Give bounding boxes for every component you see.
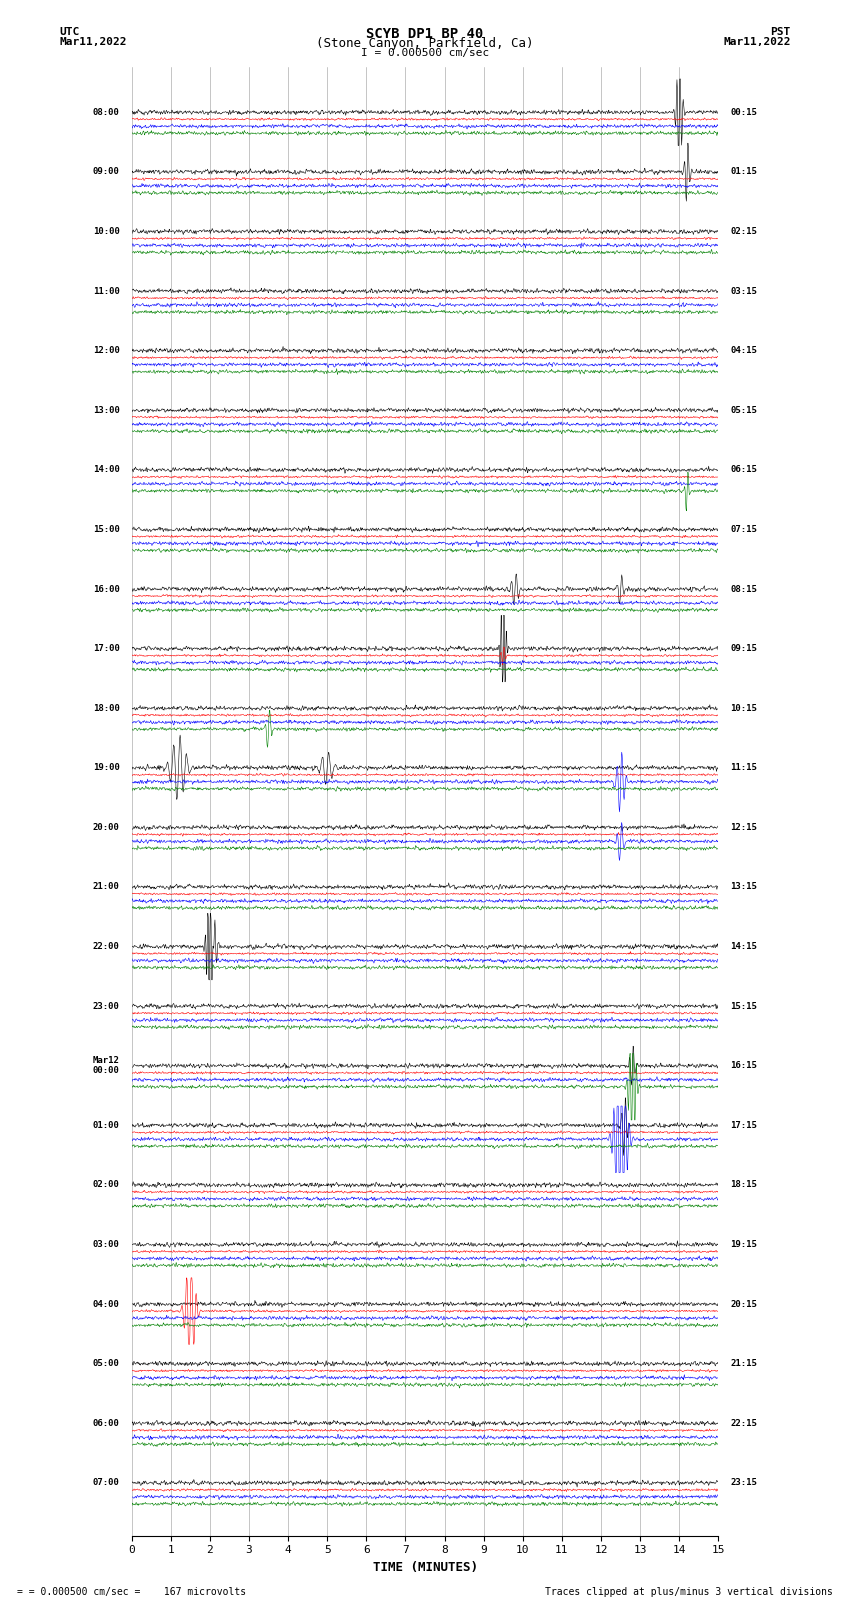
Text: 09:00: 09:00 [93,168,120,176]
Text: Mar11,2022: Mar11,2022 [723,37,791,47]
Text: 09:15: 09:15 [730,644,757,653]
Text: 02:00: 02:00 [93,1181,120,1189]
Text: 21:00: 21:00 [93,882,120,892]
Text: 15:15: 15:15 [730,1002,757,1011]
Text: 18:00: 18:00 [93,703,120,713]
Text: 14:15: 14:15 [730,942,757,952]
Text: 05:00: 05:00 [93,1360,120,1368]
Text: 13:15: 13:15 [730,882,757,892]
Text: 19:00: 19:00 [93,763,120,773]
Text: 22:00: 22:00 [93,942,120,952]
Text: 01:00: 01:00 [93,1121,120,1129]
Text: PST: PST [770,27,790,37]
Text: (Stone Canyon, Parkfield, Ca): (Stone Canyon, Parkfield, Ca) [316,37,534,50]
Text: 20:00: 20:00 [93,823,120,832]
Text: 05:15: 05:15 [730,406,757,415]
X-axis label: TIME (MINUTES): TIME (MINUTES) [372,1561,478,1574]
Text: 04:00: 04:00 [93,1300,120,1308]
Text: 15:00: 15:00 [93,524,120,534]
Text: 20:15: 20:15 [730,1300,757,1308]
Text: 08:15: 08:15 [730,584,757,594]
Text: I = 0.000500 cm/sec: I = 0.000500 cm/sec [361,48,489,58]
Text: 03:15: 03:15 [730,287,757,295]
Text: 11:00: 11:00 [93,287,120,295]
Text: SCYB DP1 BP 40: SCYB DP1 BP 40 [366,27,484,42]
Text: 12:00: 12:00 [93,347,120,355]
Text: 07:15: 07:15 [730,524,757,534]
Text: 18:15: 18:15 [730,1181,757,1189]
Text: Traces clipped at plus/minus 3 vertical divisions: Traces clipped at plus/minus 3 vertical … [545,1587,833,1597]
Text: 17:00: 17:00 [93,644,120,653]
Text: Mar12
00:00: Mar12 00:00 [93,1057,120,1076]
Text: 10:00: 10:00 [93,227,120,235]
Text: 16:00: 16:00 [93,584,120,594]
Text: 08:00: 08:00 [93,108,120,116]
Text: 03:00: 03:00 [93,1240,120,1248]
Text: 01:15: 01:15 [730,168,757,176]
Text: = = 0.000500 cm/sec =    167 microvolts: = = 0.000500 cm/sec = 167 microvolts [17,1587,246,1597]
Text: 13:00: 13:00 [93,406,120,415]
Text: 11:15: 11:15 [730,763,757,773]
Text: 12:15: 12:15 [730,823,757,832]
Text: 07:00: 07:00 [93,1479,120,1487]
Text: 23:00: 23:00 [93,1002,120,1011]
Text: 23:15: 23:15 [730,1479,757,1487]
Text: 22:15: 22:15 [730,1419,757,1428]
Text: 02:15: 02:15 [730,227,757,235]
Text: 10:15: 10:15 [730,703,757,713]
Text: 14:00: 14:00 [93,465,120,474]
Text: 17:15: 17:15 [730,1121,757,1129]
Text: 06:15: 06:15 [730,465,757,474]
Text: 06:00: 06:00 [93,1419,120,1428]
Text: 21:15: 21:15 [730,1360,757,1368]
Text: UTC: UTC [60,27,80,37]
Text: 04:15: 04:15 [730,347,757,355]
Text: 00:15: 00:15 [730,108,757,116]
Text: 19:15: 19:15 [730,1240,757,1248]
Text: 16:15: 16:15 [730,1061,757,1071]
Text: Mar11,2022: Mar11,2022 [60,37,127,47]
